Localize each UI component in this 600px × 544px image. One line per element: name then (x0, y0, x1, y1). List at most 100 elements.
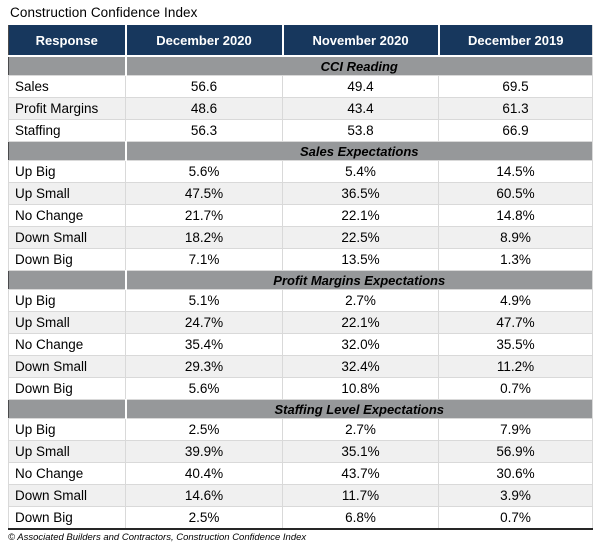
cell-value: 6.8% (282, 506, 439, 530)
cell-value: 36.5% (282, 182, 439, 205)
cell-value: 7.9% (438, 418, 593, 441)
cell-value: 5.1% (125, 289, 283, 312)
section-band-row: Sales Expectations (8, 141, 593, 161)
cell-value: 14.5% (438, 160, 593, 183)
cell-value: 56.9% (438, 440, 593, 463)
cell-value: 56.3 (125, 119, 283, 142)
table-row: Down Big 5.6% 10.8% 0.7% (8, 377, 593, 400)
cell-value: 10.8% (282, 377, 439, 400)
row-label: Down Small (8, 226, 126, 249)
row-label: No Change (8, 204, 126, 227)
section-header: Profit Margins Expectations (125, 270, 593, 290)
section-band-row: Staffing Level Expectations (8, 399, 593, 419)
cell-value: 56.6 (125, 75, 283, 98)
table-row: Down Big 7.1% 13.5% 1.3% (8, 248, 593, 271)
cell-value: 35.5% (438, 333, 593, 356)
cell-value: 3.9% (438, 484, 593, 507)
row-label: Down Big (8, 506, 126, 530)
section-band-spacer (8, 141, 127, 161)
row-label: Staffing (8, 119, 126, 142)
row-label: Sales (8, 75, 126, 98)
cell-value: 2.5% (125, 506, 283, 530)
cell-value: 35.1% (282, 440, 439, 463)
table-row: Up Big 5.1% 2.7% 4.9% (8, 289, 593, 312)
cell-value: 48.6 (125, 97, 283, 120)
cell-value: 5.6% (125, 377, 283, 400)
table-body: CCI Reading Sales 56.6 49.4 69.5 Profit Margi… (8, 55, 593, 530)
row-label: Down Small (8, 355, 126, 378)
cell-value: 7.1% (125, 248, 283, 271)
cell-value: 2.7% (282, 289, 439, 312)
section-header: Sales Expectations (125, 141, 593, 161)
cell-value: 24.7% (125, 311, 283, 334)
cell-value: 11.7% (282, 484, 439, 507)
row-label: Down Big (8, 248, 126, 271)
cell-value: 60.5% (438, 182, 593, 205)
cell-value: 22.1% (282, 311, 439, 334)
cell-value: 32.4% (282, 355, 439, 378)
cell-value: 47.7% (438, 311, 593, 334)
column-header-period: December 2020 (125, 25, 284, 57)
table-row: No Change 21.7% 22.1% 14.8% (8, 204, 593, 227)
table-row: Up Small 39.9% 35.1% 56.9% (8, 440, 593, 463)
cell-value: 11.2% (438, 355, 593, 378)
cell-value: 43.7% (282, 462, 439, 485)
cell-value: 0.7% (438, 506, 593, 530)
cell-value: 5.6% (125, 160, 283, 183)
row-label: Up Big (8, 418, 126, 441)
section-band-row: Profit Margins Expectations (8, 270, 593, 290)
cell-value: 14.6% (125, 484, 283, 507)
cell-value: 1.3% (438, 248, 593, 271)
table-row: Up Big 2.5% 2.7% 7.9% (8, 418, 593, 441)
table-row: Down Small 14.6% 11.7% 3.9% (8, 484, 593, 507)
table-row: No Change 40.4% 43.7% 30.6% (8, 462, 593, 485)
table-row: Profit Margins 48.6 43.4 61.3 (8, 97, 593, 120)
section-header: CCI Reading (125, 55, 593, 76)
cci-table: Response December 2020 November 2020 Decemb… (8, 25, 593, 530)
section-band-spacer (8, 399, 127, 419)
cell-value: 4.9% (438, 289, 593, 312)
row-label: Up Small (8, 182, 126, 205)
cell-value: 40.4% (125, 462, 283, 485)
cell-value: 39.9% (125, 440, 283, 463)
cell-value: 22.5% (282, 226, 439, 249)
cell-value: 2.7% (282, 418, 439, 441)
table-row: Staffing 56.3 53.8 66.9 (8, 119, 593, 142)
cell-value: 53.8 (282, 119, 439, 142)
row-label: Profit Margins (8, 97, 126, 120)
table-row: Down Small 29.3% 32.4% 11.2% (8, 355, 593, 378)
source-attribution: © Associated Builders and Contractors, C… (8, 532, 307, 543)
section-band-row: CCI Reading (8, 55, 593, 76)
row-label: Down Big (8, 377, 126, 400)
cell-value: 61.3 (438, 97, 593, 120)
cell-value: 35.4% (125, 333, 283, 356)
header-row: Response December 2020 November 2020 Decemb… (8, 25, 593, 57)
cell-value: 43.4 (282, 97, 439, 120)
table-header: Response December 2020 November 2020 Decemb… (8, 25, 593, 57)
section-band-spacer (8, 55, 127, 76)
table-row: Sales 56.6 49.4 69.5 (8, 75, 593, 98)
table-row: Down Big 2.5% 6.8% 0.7% (8, 506, 593, 530)
row-label: No Change (8, 462, 126, 485)
cell-value: 30.6% (438, 462, 593, 485)
row-label: Down Small (8, 484, 126, 507)
section-band-spacer (8, 270, 127, 290)
table-row: Up Small 47.5% 36.5% 60.5% (8, 182, 593, 205)
row-label: Up Small (8, 311, 126, 334)
row-label: Up Big (8, 289, 126, 312)
cell-value: 2.5% (125, 418, 283, 441)
column-header-response: Response (8, 25, 127, 57)
section-header: Staffing Level Expectations (125, 399, 593, 419)
cell-value: 47.5% (125, 182, 283, 205)
table-row: Down Small 18.2% 22.5% 8.9% (8, 226, 593, 249)
cell-value: 21.7% (125, 204, 283, 227)
table-row: Up Small 24.7% 22.1% 47.7% (8, 311, 593, 334)
cell-value: 13.5% (282, 248, 439, 271)
cell-value: 69.5 (438, 75, 593, 98)
cell-value: 49.4 (282, 75, 439, 98)
column-header-period: December 2019 (438, 25, 593, 57)
column-header-period: November 2020 (282, 25, 440, 57)
cell-value: 0.7% (438, 377, 593, 400)
table-row: No Change 35.4% 32.0% 35.5% (8, 333, 593, 356)
